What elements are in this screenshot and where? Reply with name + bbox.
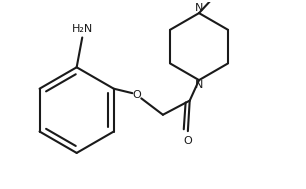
Text: H₂N: H₂N <box>72 24 94 34</box>
Text: O: O <box>132 90 141 100</box>
Text: N: N <box>195 80 203 90</box>
Text: O: O <box>184 136 192 146</box>
Text: N: N <box>195 3 203 13</box>
